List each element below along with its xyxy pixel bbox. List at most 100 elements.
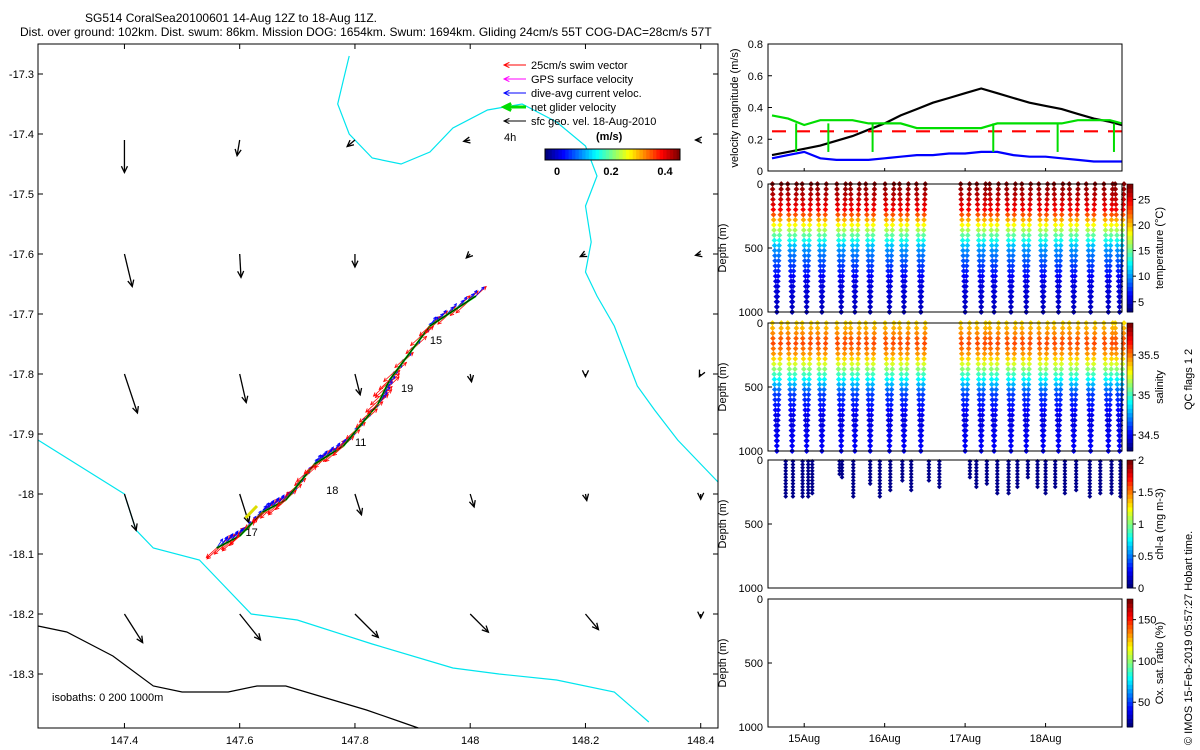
chla-point [984,478,990,483]
profile-point [888,407,894,413]
profile-point [792,356,799,362]
profile-point [1052,222,1059,228]
profile-point [897,335,903,342]
profile-point [975,211,981,218]
profile-point [981,222,988,228]
profile-point [808,325,814,331]
profile-point [790,407,797,413]
profile-point [807,335,814,342]
swim-vector-head [402,361,408,367]
profile-point [1103,381,1109,388]
profile-point [981,232,987,239]
profile-point [898,232,905,239]
colorbar-cell [1127,218,1133,223]
profile-point [1118,407,1124,413]
profile-point [1089,257,1096,264]
velocity-ytick-label: 0.8 [748,39,763,51]
profile-point [865,268,872,274]
profile-point [870,232,876,239]
profile-point [920,366,927,372]
profile-point [1042,396,1048,403]
profile-point [1023,298,1030,305]
profile-point [921,211,928,218]
profile-point [901,304,907,310]
segment-label: 19 [401,383,413,395]
profile-point [1010,371,1017,378]
profile-point [1042,371,1049,378]
velocity-series-line [771,150,1122,163]
profile-point [898,361,904,367]
profile-point [770,345,777,352]
profile-point [1038,402,1045,408]
colorbar-cell [1127,230,1133,236]
profile-point [803,304,810,310]
profile-point [1004,345,1011,352]
profile-point [791,252,797,259]
profile-point [884,376,890,383]
legend-label: sfc geo. vel. 18-Aug-2010 [531,116,656,128]
profile-point [838,432,845,439]
colorbar-cell [1127,382,1133,388]
profile-point [884,242,891,249]
profile-point [1086,268,1093,274]
profile-point [869,391,875,398]
colorbar-cell [1127,374,1133,379]
profile-point [897,201,904,208]
colorbar-frame [1126,183,1134,313]
profile-point [919,252,926,259]
profile-point [993,396,999,403]
profile-point [835,217,841,223]
profile-point [1118,396,1125,403]
profile-point [801,242,808,249]
profile-point [1044,191,1051,198]
chla-point [1097,490,1103,496]
profile-point [960,247,966,254]
profile-point [920,371,927,378]
chla-point [926,478,932,483]
profile-point [1043,350,1050,357]
profile-point [864,376,871,383]
profile-point [965,345,972,352]
profile-point [979,407,986,413]
profile-point [1113,211,1120,218]
legend-swatch-head [502,75,510,83]
profile-point [1009,407,1016,413]
swim-vector-head [285,491,291,497]
profile-point [1036,201,1043,208]
profile-point [787,407,794,413]
profile-point [841,222,848,228]
profile-point [822,196,829,203]
colorbar-tick-label: 50 [1138,697,1150,709]
chla-point [908,468,914,474]
chla-point [790,468,796,474]
profile-point [834,196,841,203]
profile-point [1011,217,1017,223]
profile-point [871,325,878,331]
profile-point [1026,211,1033,218]
profile-point [771,371,778,378]
profile-point [1071,437,1077,444]
profile-point [1038,268,1045,274]
time-tick-label: 15Aug [788,733,820,745]
profile-point [841,345,848,352]
profile-point [1020,217,1026,223]
profile-point [791,381,798,388]
chla-point [984,474,990,480]
profile-point [786,371,793,378]
colorbar-cell [1127,599,1133,604]
colorbar-cell [1127,226,1133,232]
profile-point [1056,427,1062,434]
profile-point [963,278,970,285]
profile-point [777,201,784,208]
profile-point [1117,437,1123,444]
profile-point [776,242,782,249]
profile-point [1041,278,1048,285]
profile-point [991,288,998,295]
profile-point [864,237,871,244]
profile-point [822,361,828,367]
profile-point [1102,232,1109,239]
profile-point [994,206,1001,213]
profile-point [916,402,923,408]
profile-point [1038,257,1045,264]
profile-point [855,206,862,213]
